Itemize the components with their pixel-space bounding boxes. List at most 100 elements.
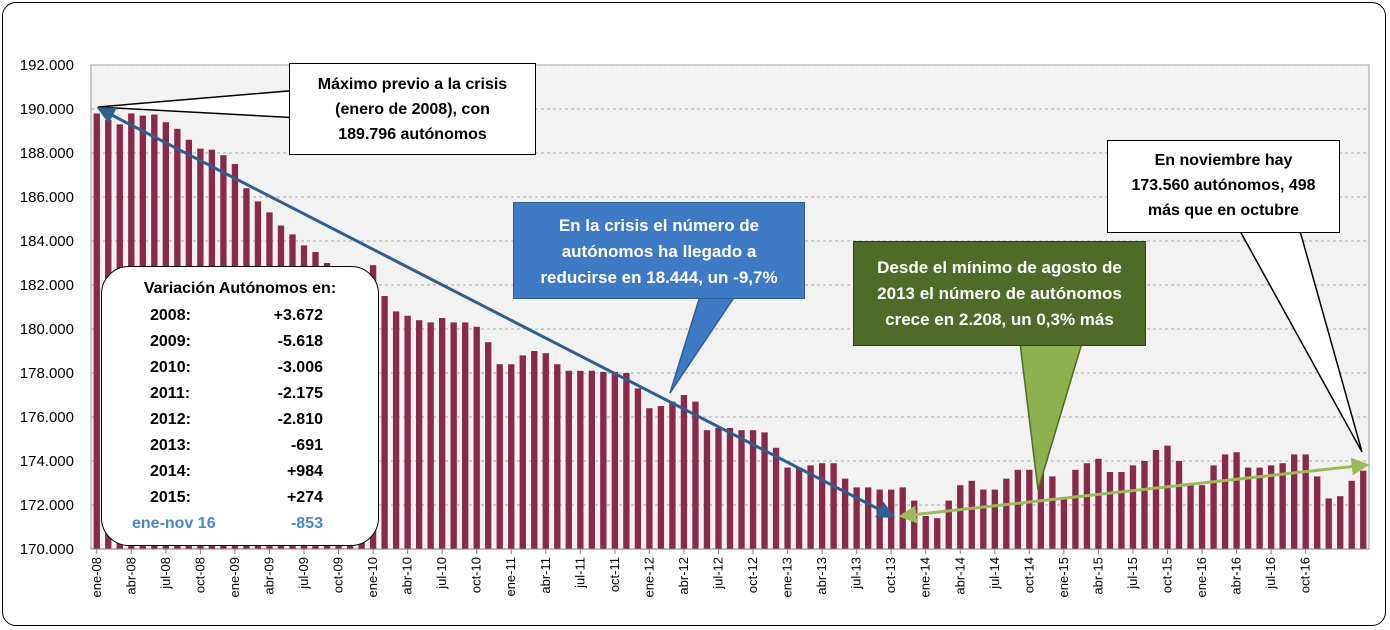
bar [772,447,780,549]
bar [93,113,100,549]
y-tick-label: 170.000 [20,541,74,558]
bar [807,465,814,549]
bar [565,370,572,549]
bar [1118,472,1125,549]
bar [588,370,596,549]
x-tick-label: jul-10 [434,557,449,590]
y-tick-label: 182.000 [20,277,74,294]
variation-value: -853 [290,515,323,532]
variation-value: -691 [290,437,323,454]
y-tick-label: 176.000 [20,409,74,426]
bar [1049,476,1056,549]
bar [680,395,688,549]
x-tick-label: oct-09 [331,557,346,593]
bar [1003,478,1010,549]
bar [899,487,906,549]
x-tick-label: oct-11 [607,557,622,592]
x-tick-label: oct-13 [883,557,898,593]
bar [577,370,584,549]
variation-year: 2015: [150,489,191,506]
bar [646,408,653,549]
y-tick-label: 186.000 [20,189,74,206]
variation-value: +3.672 [273,307,323,324]
variation-value: -2.810 [277,411,323,428]
x-tick-label: oct-08 [192,557,207,593]
bar [784,467,791,549]
bar [853,487,860,549]
variation-row: 2010: -3.006 [102,359,378,385]
bar [1175,461,1183,549]
variation-year: 2014: [150,463,191,480]
y-tick-label: 172.000 [20,497,74,514]
bar [911,500,918,549]
bar [1083,463,1091,549]
variation-year: 2012: [150,411,191,428]
bar [818,463,826,549]
callout-minimum: Desde el mínimo de agosto de 2013 el núm… [853,241,1146,346]
bar [1337,496,1344,549]
callout-max-line-2: (enero de 2008), con [335,101,490,118]
variation-value: +984 [286,463,323,480]
x-axis: ene-08 abr-08 jul-08 oct-08 ene-09 abr-09 jul-… [89,548,1369,597]
x-tick-label: ene-09 [227,557,242,597]
callout-crisis-line-3: reducirse en 18.444, un -9,7% [540,268,778,287]
x-tick-label: ene-10 [365,557,380,597]
x-tick-label: abr-10 [400,557,415,595]
bar [830,463,837,549]
callout-max-line-1: Máximo previo a la crisis [317,76,508,93]
bar [749,430,757,549]
callout-november: En noviembre hay 173.560 autónomos, 498 … [1107,140,1340,233]
bar [462,322,469,549]
variation-year: 2010: [150,359,191,376]
bar [1325,498,1332,549]
bar [438,318,446,549]
bar [392,311,400,549]
bar [1014,469,1022,549]
x-tick-label: jul-08 [158,557,173,590]
bar [669,401,676,549]
bar [496,364,503,549]
callout-minimum-line-1: Desde el mínimo de agosto de [877,258,1122,277]
variation-year: 2011: [150,385,191,402]
x-tick-label: ene-14 [918,557,933,597]
variation-title: Variación Autónomos en: [143,280,337,297]
bar [519,355,526,549]
bar [427,322,434,549]
bar [1060,498,1068,549]
bar [1026,469,1033,549]
y-tick-label: 184.000 [20,233,74,250]
x-tick-label: jul-16 [1263,557,1278,590]
callout-november-line-2: 173.560 autónomos, 498 [1131,177,1316,194]
bar [876,489,883,549]
bar [404,315,411,549]
x-tick-label: oct-16 [1298,557,1313,593]
bar [415,320,423,549]
bar [485,342,492,549]
x-tick-label: abr-16 [1229,557,1244,595]
bar [531,351,538,549]
y-tick-label: 178.000 [20,365,74,382]
y-tick-label: 174.000 [20,453,74,470]
bar [634,388,642,549]
bar [1210,465,1217,549]
bar [1106,472,1114,549]
variation-row-current: ene-nov 16 -853 [102,515,378,541]
bar [1302,454,1309,549]
bar [888,489,895,549]
x-tick-label: jul-14 [987,557,1002,590]
bar [957,485,964,549]
x-tick-label: ene-11 [503,557,518,597]
x-tick-label: jul-09 [296,557,311,590]
x-tick-label: abr-11 [538,557,553,594]
variation-year: ene-nov 16 [132,515,216,532]
bar [1314,476,1321,549]
y-tick-label: 188.000 [20,145,74,162]
variation-year: 2008: [150,307,191,324]
bar [542,353,549,549]
x-tick-label: jul-15 [1125,557,1140,590]
callout-crisis: En la crisis el número de autónomos ha l… [513,202,805,299]
bar [726,428,734,549]
x-tick-label: abr-08 [123,557,138,595]
bar [1141,461,1148,549]
variation-value: -5.618 [277,333,323,350]
